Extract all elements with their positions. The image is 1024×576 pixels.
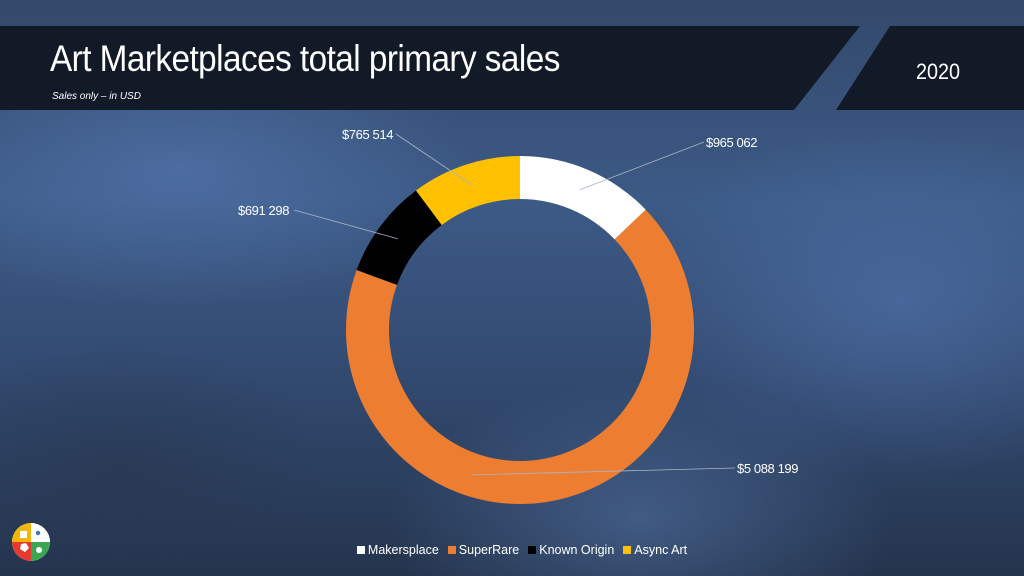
donut-slice-superrare xyxy=(346,209,694,505)
leader-line-superrare xyxy=(472,467,736,476)
legend-swatch xyxy=(623,546,632,554)
data-label-makersplace: $965 062 xyxy=(706,135,757,150)
year-label: 2020 xyxy=(916,59,961,84)
legend-label: Known Origin xyxy=(539,543,615,557)
company-logo-icon xyxy=(12,523,50,561)
donut-slice-known-origin xyxy=(356,190,442,285)
legend-item-async-art: Async Art xyxy=(623,543,687,557)
chart-legend: Makersplace SuperRare Known Origin Async… xyxy=(0,543,1024,557)
donut-slice-makersplace xyxy=(520,156,646,240)
data-label-known-origin: $691 298 xyxy=(238,203,289,218)
legend-item-superrare: SuperRare xyxy=(447,543,520,557)
legend-label: Makersplace xyxy=(367,543,439,557)
legend-label: Async Art xyxy=(634,543,688,557)
data-label-superrare: $5 088 199 xyxy=(737,461,798,476)
legend-swatch xyxy=(356,546,365,554)
donut-slice-async-art xyxy=(416,156,520,225)
legend-swatch xyxy=(447,546,456,554)
legend-swatch xyxy=(528,546,537,554)
legend-item-makersplace: Makersplace xyxy=(356,543,439,557)
legend-item-known-origin: Known Origin xyxy=(528,543,614,557)
title-banner xyxy=(0,26,860,110)
chart-subtitle: Sales only – in USD xyxy=(52,91,141,102)
data-label-async-art: $765 514 xyxy=(342,127,393,142)
leader-line-async-art xyxy=(395,133,473,186)
leader-line-makersplace xyxy=(579,141,705,191)
legend-label: SuperRare xyxy=(458,543,520,557)
leader-line-known-origin xyxy=(293,209,398,240)
chart-title: Art Marketplaces total primary sales xyxy=(50,38,560,79)
